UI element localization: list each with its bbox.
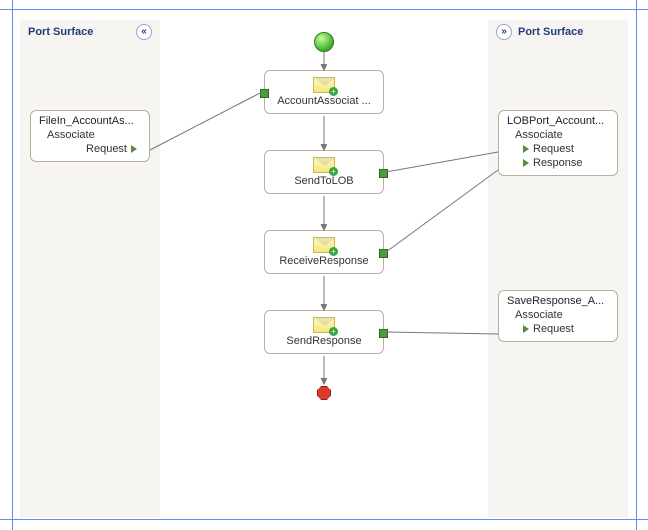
start-event-icon[interactable]	[314, 32, 334, 52]
collapse-left-icon[interactable]: «	[136, 24, 152, 40]
guide-left	[12, 0, 13, 530]
shape-account-associate[interactable]: + AccountAssociat ...	[264, 70, 384, 114]
port-filein[interactable]: FileIn_AccountAs... Associate Request	[30, 110, 150, 162]
port-surface-right: » Port Surface LOBPort_Account... Associ…	[488, 20, 628, 518]
shape-send-to-lob[interactable]: + SendToLOB	[264, 150, 384, 194]
envelope-icon: +	[313, 157, 335, 173]
shape-label: SendToLOB	[269, 175, 379, 187]
port-surface-left: Port Surface « FileIn_AccountAs... Assoc…	[20, 20, 160, 518]
port-surface-right-header: » Port Surface	[488, 20, 628, 44]
envelope-icon: +	[313, 77, 335, 93]
connector-icon[interactable]	[379, 169, 388, 178]
triangle-out-icon	[131, 145, 137, 153]
triangle-in-icon	[523, 145, 529, 153]
guide-right	[636, 0, 637, 530]
port-saveresponse[interactable]: SaveResponse_A... Associate Request	[498, 290, 618, 342]
collapse-right-icon[interactable]: »	[496, 24, 512, 40]
connector-icon[interactable]	[379, 329, 388, 338]
port-lob-msg-request[interactable]: Request	[507, 143, 609, 155]
connector-icon[interactable]	[379, 249, 388, 258]
port-save-op: Associate	[507, 309, 609, 321]
shape-label: ReceiveResponse	[269, 255, 379, 267]
triangle-in-icon	[523, 159, 529, 167]
port-save-title: SaveResponse_A...	[507, 295, 609, 307]
envelope-icon: +	[313, 237, 335, 253]
port-lob[interactable]: LOBPort_Account... Associate Request Res…	[498, 110, 618, 176]
port-surface-left-title: Port Surface	[28, 20, 93, 44]
port-filein-op: Associate	[39, 129, 141, 141]
port-surface-right-title: Port Surface	[518, 20, 583, 44]
end-event-icon[interactable]	[317, 386, 331, 400]
shape-receive-response[interactable]: + ReceiveResponse	[264, 230, 384, 274]
shape-label: SendResponse	[269, 335, 379, 347]
port-surface-left-header: Port Surface «	[20, 20, 160, 44]
guide-bottom	[0, 519, 648, 520]
triangle-in-icon	[523, 325, 529, 333]
connector-icon[interactable]	[260, 89, 269, 98]
port-lob-msg-response[interactable]: Response	[507, 157, 609, 169]
guide-top	[0, 9, 648, 10]
shape-send-response[interactable]: + SendResponse	[264, 310, 384, 354]
port-lob-title: LOBPort_Account...	[507, 115, 609, 127]
port-lob-op: Associate	[507, 129, 609, 141]
port-save-msg-request[interactable]: Request	[507, 323, 609, 335]
envelope-icon: +	[313, 317, 335, 333]
port-filein-msg-request[interactable]: Request	[39, 143, 141, 155]
port-filein-title: FileIn_AccountAs...	[39, 115, 141, 127]
shape-label: AccountAssociat ...	[269, 95, 379, 107]
